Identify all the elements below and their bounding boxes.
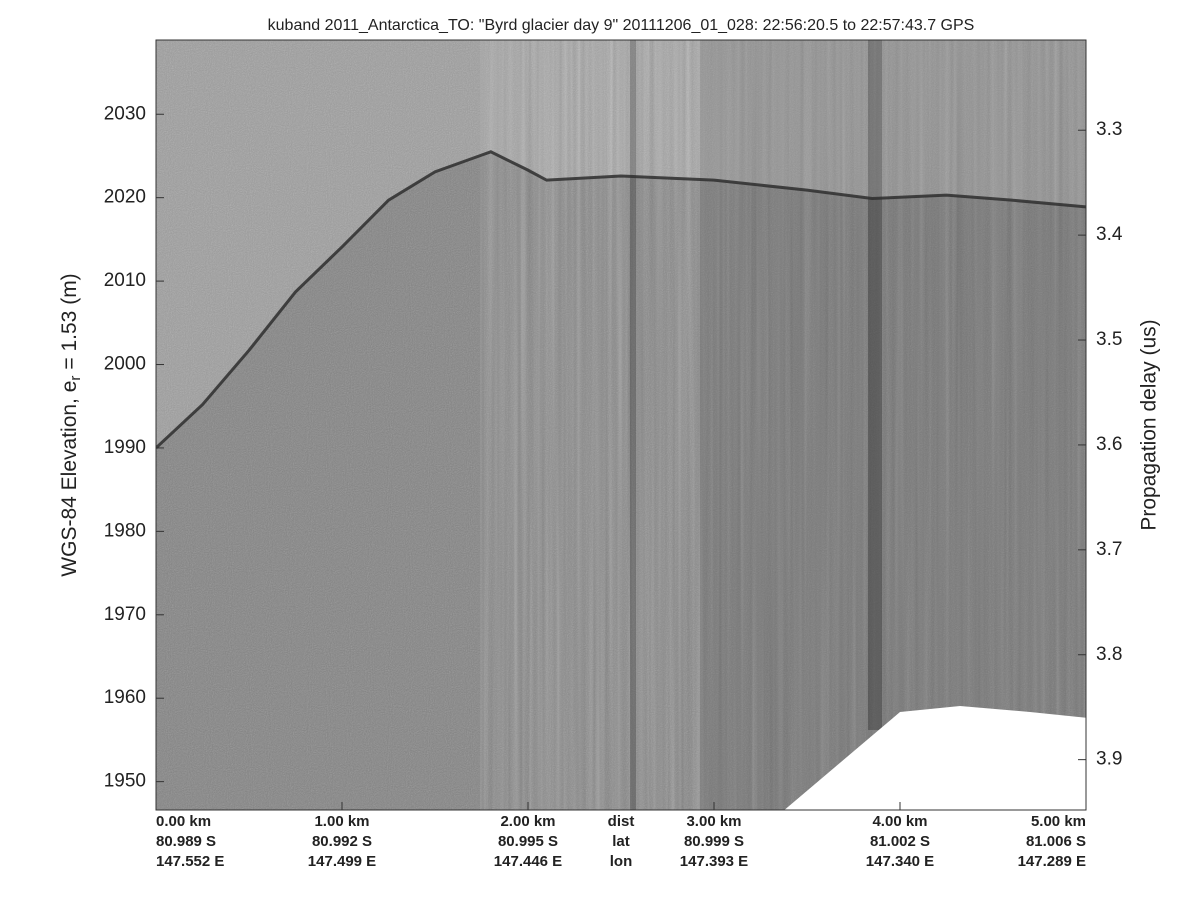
x-tick-lat: 80.999 S (684, 833, 744, 850)
x-tick-label: 5.00 km (1031, 813, 1086, 830)
y2-tick-label: 3.7 (1096, 539, 1122, 560)
y-tick-label: 2010 (104, 270, 146, 291)
y-tick-label: 1960 (104, 687, 146, 708)
y-tick-label: 1980 (104, 520, 146, 541)
x-tick-lat: 81.002 S (870, 833, 930, 850)
y-tick-label: 2020 (104, 187, 146, 208)
y-tick-label: 1970 (104, 604, 146, 625)
y2-axis-label: Propagation delay (us) (1138, 319, 1161, 530)
y-tick-label: 2000 (104, 354, 146, 375)
x-tick-label: 4.00 km (872, 813, 927, 830)
row-label: lat (612, 833, 630, 850)
row-label: dist (608, 813, 635, 830)
y-tick-label: 2030 (104, 103, 146, 124)
plot-frame (155, 39, 1087, 811)
x-tick-label: 1.00 km (314, 813, 369, 830)
y2-tick-label: 3.6 (1096, 434, 1122, 455)
row-label: lon (610, 853, 633, 870)
x-tick-lat: 80.992 S (312, 833, 372, 850)
y-tick-label: 1950 (104, 771, 146, 792)
x-tick-label: 3.00 km (686, 813, 741, 830)
x-tick-lat: 81.006 S (1026, 833, 1086, 850)
x-tick-lon: 147.393 E (680, 853, 748, 870)
x-tick-lat: 80.995 S (498, 833, 558, 850)
no-data (784, 706, 1086, 810)
above-surface-shade (156, 40, 1086, 810)
x-tick-lat: 80.989 S (156, 833, 216, 850)
y2-tick-label: 3.8 (1096, 644, 1122, 665)
x-tick-lon: 147.289 E (1018, 853, 1086, 870)
x-tick-lon: 147.499 E (308, 853, 376, 870)
y2-tick-label: 3.4 (1096, 224, 1123, 245)
x-tick-label: 0.00 km (156, 813, 211, 830)
x-tick-lon: 147.552 E (156, 853, 224, 870)
y-axis-label: WGS-84 Elevation, er= 1.53 (m) (58, 273, 84, 576)
below-surface-shade (156, 151, 1086, 810)
echogram-image (156, 40, 1086, 810)
y2-tick-label: 3.9 (1096, 749, 1122, 770)
x-tick-label: 2.00 km (500, 813, 555, 830)
y2-tick-label: 3.5 (1096, 329, 1122, 350)
y2-tick-label: 3.3 (1096, 119, 1122, 140)
y-tick-label: 1990 (104, 437, 146, 458)
chart-title: kuband 2011_Antarctica_TO: "Byrd glacier… (268, 17, 975, 34)
x-tick-lon: 147.446 E (494, 853, 562, 870)
x-tick-lon: 147.340 E (866, 853, 934, 870)
surface-line (156, 150, 1086, 450)
